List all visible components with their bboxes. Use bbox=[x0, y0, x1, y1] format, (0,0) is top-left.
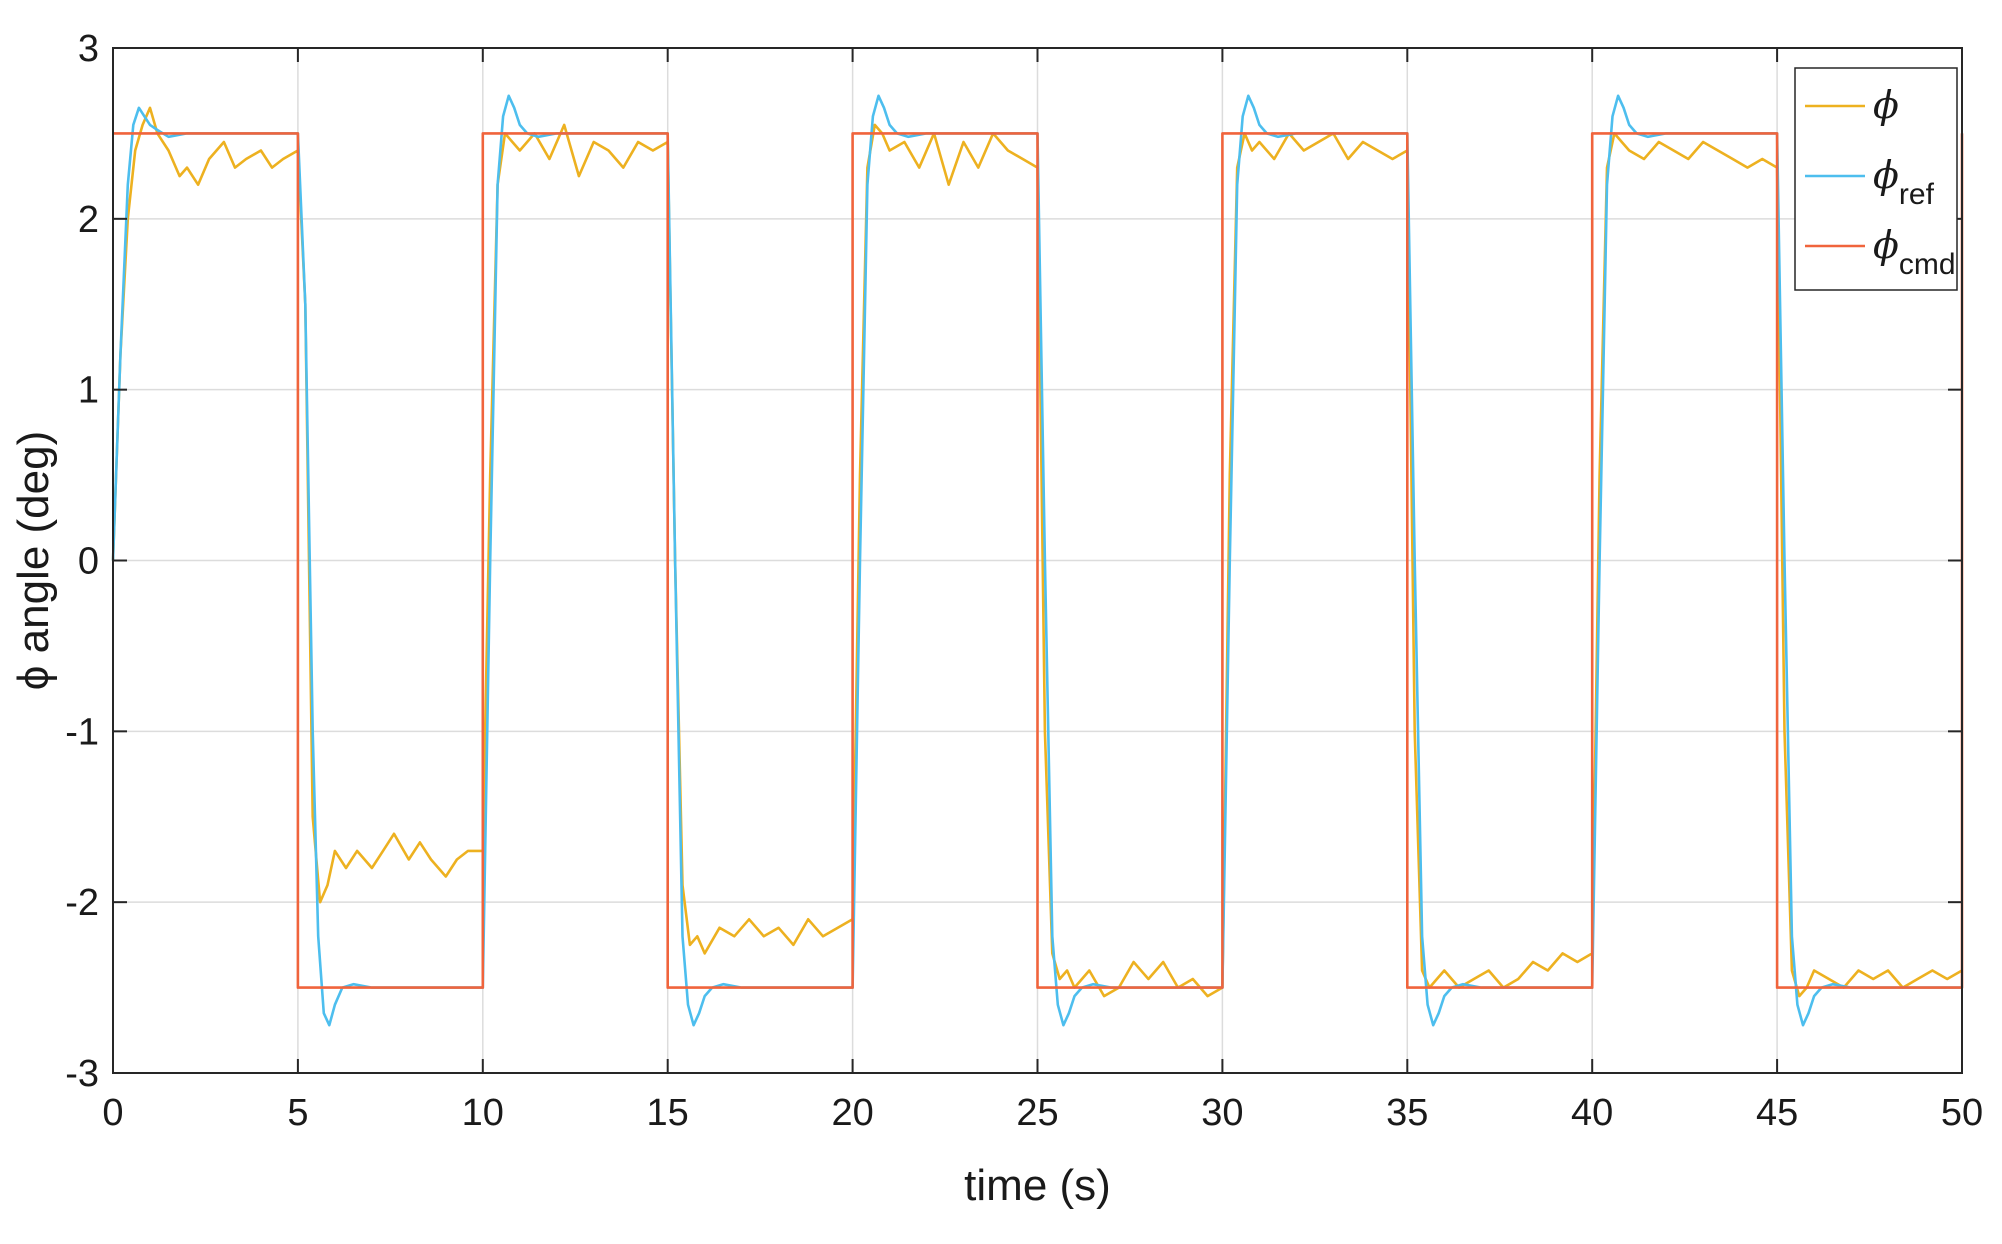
x-tick-label: 0 bbox=[102, 1092, 123, 1134]
series-lines bbox=[111, 94, 1964, 1027]
x-axis-title: time (s) bbox=[964, 1161, 1111, 1210]
x-tick-label: 25 bbox=[1016, 1092, 1058, 1134]
legend-label: ϕ bbox=[1873, 83, 1899, 127]
y-tick-label: -3 bbox=[65, 1053, 99, 1095]
x-tick-label: 40 bbox=[1571, 1092, 1613, 1134]
x-tick-label: 10 bbox=[462, 1092, 504, 1134]
tick-labels: 0 5 10 15 20 25 30 35 40 45 50 -3 -2 -1 0 1 2 3 bbox=[65, 28, 1983, 1134]
legend-subscript: cmd bbox=[1899, 248, 1956, 281]
x-tick-label: 15 bbox=[647, 1092, 689, 1134]
y-tick-label: 0 bbox=[78, 541, 99, 583]
y-tick-label: 2 bbox=[78, 199, 99, 241]
axes bbox=[112, 47, 1963, 1074]
y-axis-title: ϕ angle (deg) bbox=[9, 431, 58, 690]
x-tick-label: 45 bbox=[1756, 1092, 1798, 1134]
series-line-cmd bbox=[113, 132, 1964, 989]
x-tick-label: 50 bbox=[1941, 1092, 1983, 1134]
x-tick-label: 20 bbox=[831, 1092, 873, 1134]
x-tick-label: 35 bbox=[1386, 1092, 1428, 1134]
x-tick-label: 5 bbox=[287, 1092, 308, 1134]
y-tick-label: -2 bbox=[65, 882, 99, 924]
series-line-phi bbox=[111, 106, 1963, 998]
y-tick-label: -1 bbox=[65, 711, 99, 753]
x-tick-label: 30 bbox=[1201, 1092, 1243, 1134]
legend-subscript: ref bbox=[1899, 178, 1935, 211]
y-tick-label: 1 bbox=[78, 370, 99, 412]
y-tick-label: 3 bbox=[78, 28, 99, 70]
